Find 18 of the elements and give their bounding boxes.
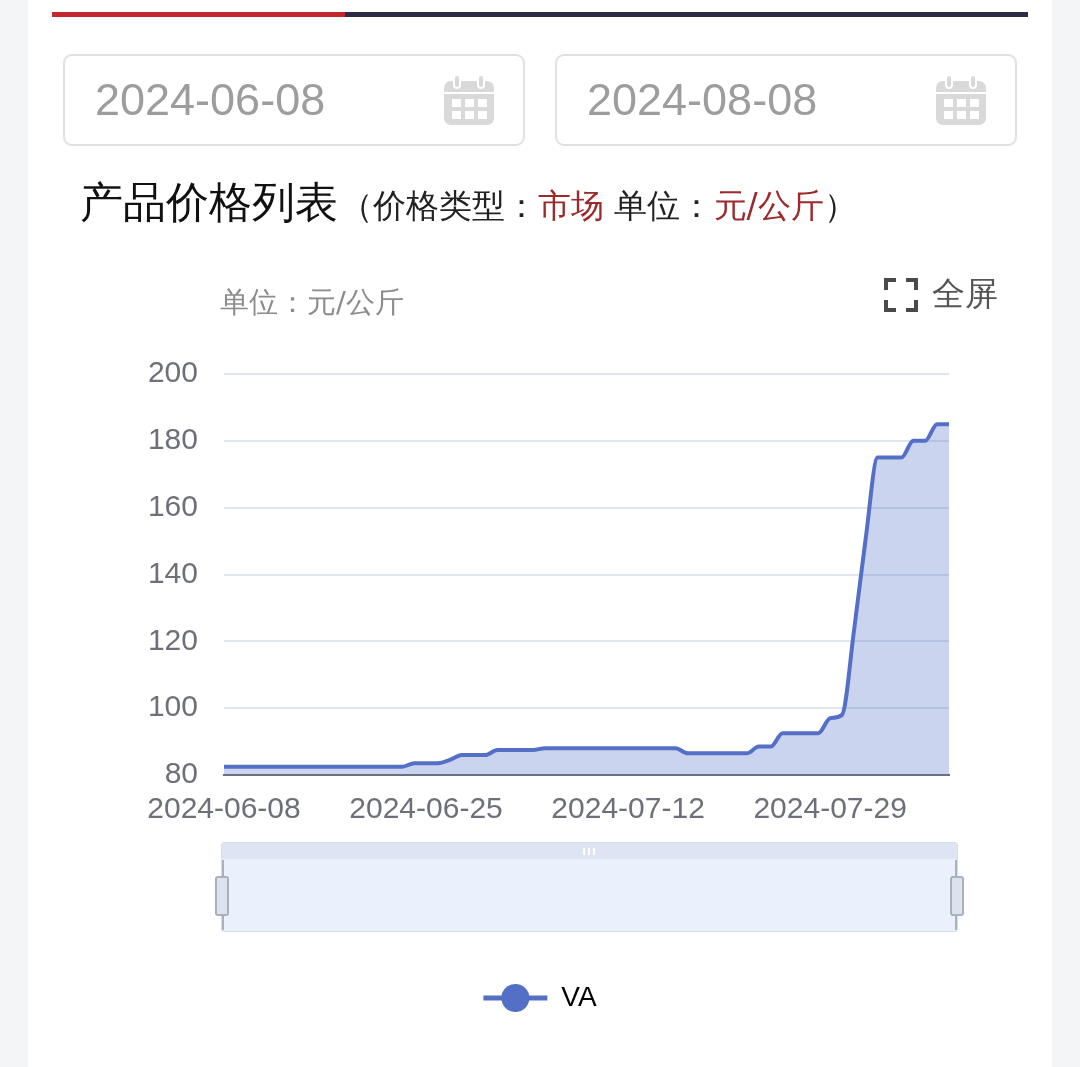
chart-subtitle: （价格类型：市场 单位：元/公斤） xyxy=(340,185,857,227)
date-field: 2024-06-08 xyxy=(63,54,525,146)
x-tick-label: 2024-07-12 xyxy=(551,791,705,825)
date-field: 2024-08-08 xyxy=(555,54,1017,146)
y-tick-label: 180 xyxy=(147,422,198,456)
x-tick-label: 2024-07-29 xyxy=(753,791,907,825)
x-tick-label: 2024-06-08 xyxy=(147,791,301,825)
y-tick-label: 140 xyxy=(147,555,198,589)
y-tick-label: 100 xyxy=(147,689,198,723)
chart-title: 产品价格列表 xyxy=(80,176,338,229)
text: 全屏 xyxy=(932,273,998,315)
y-tick-label: 160 xyxy=(147,488,198,522)
y-tick-label: 200 xyxy=(147,355,198,389)
legend-label: VA xyxy=(561,980,597,1012)
y-axis-title: 单位：元/公斤 xyxy=(220,284,404,321)
y-tick-label: 80 xyxy=(164,756,198,790)
y-tick-label: 120 xyxy=(147,622,198,656)
x-tick-label: 2024-06-25 xyxy=(349,791,503,825)
